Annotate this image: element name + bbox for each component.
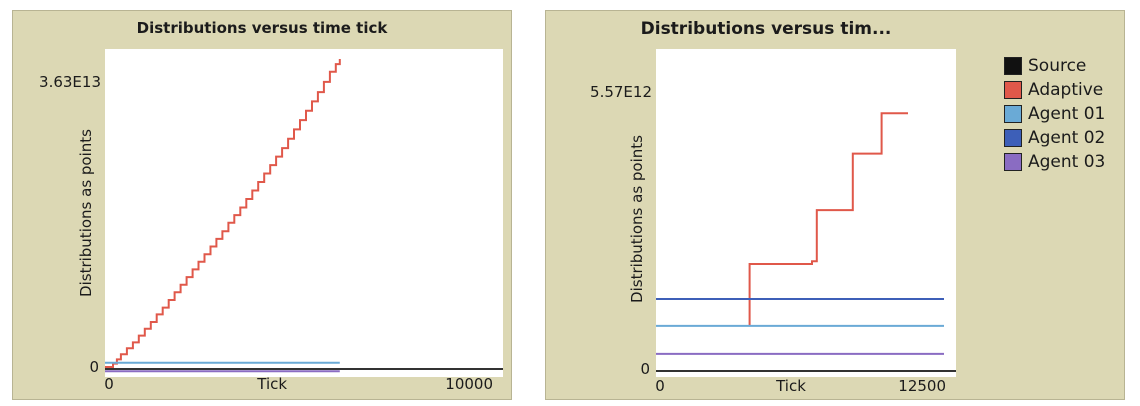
chart-svg: 0 12500 Tick 5.57E12 0 Distributions as point… <box>590 83 956 395</box>
legend-item: Source <box>1004 54 1105 78</box>
legend-label: Agent 02 <box>1028 128 1106 148</box>
legend-swatch <box>1004 57 1022 75</box>
legend-item: Adaptive <box>1004 78 1105 102</box>
legend-label: Agent 01 <box>1028 104 1106 124</box>
x-tick-label: 0 <box>655 377 665 395</box>
legend-label: Source <box>1028 56 1087 76</box>
chart-title: Distributions versus tim... <box>640 19 892 39</box>
y-tick-label: 0 <box>89 358 99 376</box>
y-axis-label: Distributions as points <box>628 135 646 303</box>
series-line-0 <box>105 59 341 368</box>
legend-swatch <box>1004 129 1022 147</box>
plot-area <box>105 49 503 377</box>
legend-label: Adaptive <box>1028 80 1104 100</box>
legend-swatch <box>1004 81 1022 99</box>
legend-item: Agent 02 <box>1004 126 1105 150</box>
legend-item: Agent 01 <box>1004 102 1105 126</box>
y-axis-label: Distributions as points <box>77 129 95 297</box>
legend-swatch <box>1004 153 1022 171</box>
legend-swatch <box>1004 105 1022 123</box>
chart-title: Distributions versus time tick <box>136 19 388 37</box>
plot-area <box>656 49 956 377</box>
series-line-1 <box>748 112 908 326</box>
chart-panel-left: Distributions versus time tick 0 10000 Tic… <box>12 10 512 400</box>
legend-item: Agent 03 <box>1004 150 1105 174</box>
x-tick-label: 10000 <box>445 375 493 393</box>
chart-svg: 0 10000 Tick 3.63E13 0 Distributions as point… <box>39 59 503 393</box>
x-axis-label: Tick <box>775 377 806 395</box>
y-tick-label: 0 <box>640 360 650 378</box>
x-axis-label: Tick <box>256 375 287 393</box>
chart-panel-right: Distributions versus tim... 0 12500 Tick 5.… <box>545 10 1125 400</box>
x-tick-label: 12500 <box>898 377 946 395</box>
y-tick-label: 5.57E12 <box>590 83 652 101</box>
legend: Source Adaptive Agent 01 Agent 02 Agent 03 <box>1004 54 1105 174</box>
legend-label: Agent 03 <box>1028 152 1106 172</box>
y-tick-label: 3.63E13 <box>39 73 101 91</box>
x-tick-label: 0 <box>104 375 114 393</box>
